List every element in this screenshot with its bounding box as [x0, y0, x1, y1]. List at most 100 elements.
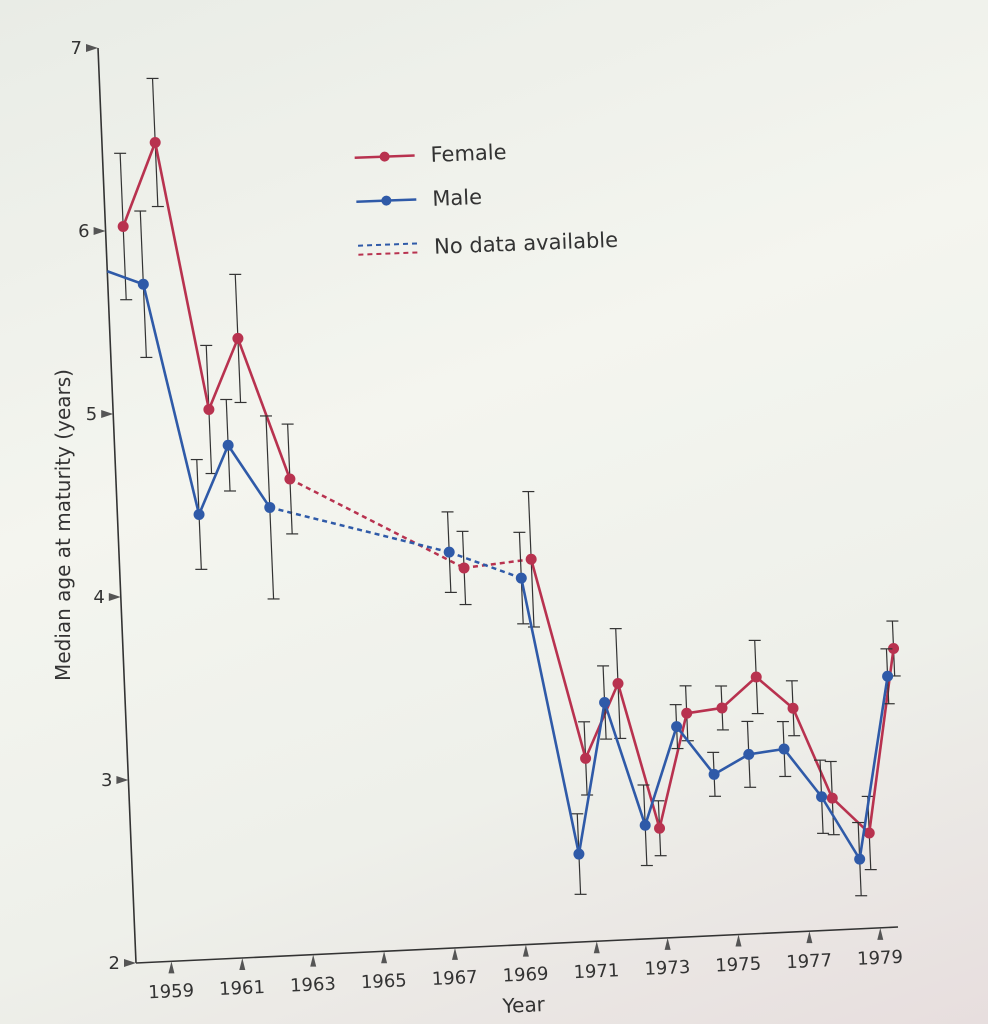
male-line-segment: [713, 753, 750, 776]
y-axis-line: [97, 47, 137, 964]
x-tick-label: 1971: [573, 960, 620, 983]
male-data-point: [854, 853, 866, 865]
female-data-point: [580, 752, 592, 764]
male-data-point: [671, 721, 683, 733]
legend-nodata-line-blue: [358, 242, 419, 247]
x-tick-label: 1961: [219, 977, 266, 1000]
no-data-line: [289, 477, 465, 570]
male-line-segment: [748, 747, 785, 756]
male-line-segment: [520, 577, 581, 855]
male-line-segment: [675, 725, 716, 776]
y-tick-mark: [101, 410, 114, 418]
male-line-segment: [227, 444, 271, 509]
female-data-point: [149, 136, 161, 148]
x-tick-mark: [877, 927, 884, 940]
female-data-point: [458, 562, 470, 574]
y-tick-mark: [86, 44, 98, 52]
male-data-point: [515, 572, 527, 584]
x-tick-mark: [239, 957, 246, 970]
y-tick-label: 5: [86, 404, 97, 425]
female-data-point: [117, 221, 129, 233]
female-data-point: [612, 678, 624, 690]
female-data-point: [203, 403, 215, 415]
y-tick-label: 2: [109, 953, 120, 974]
male-data-point: [573, 848, 585, 860]
x-tick-mark: [735, 934, 742, 947]
legend-nodata-line-red: [358, 251, 419, 256]
female-line-segment: [791, 707, 834, 799]
male-data-point: [193, 508, 205, 520]
female-data-point: [232, 332, 244, 344]
x-tick-label: 1977: [786, 950, 833, 973]
male-data-point: [743, 748, 755, 760]
male-data-point: [816, 791, 828, 803]
series-male: [106, 210, 895, 897]
x-tick-mark: [310, 954, 317, 967]
male-line-segment: [603, 702, 647, 826]
male-data-point: [708, 768, 720, 780]
female-data-point: [525, 553, 537, 565]
male-line-segment: [106, 270, 144, 286]
x-tick-label: 1967: [431, 967, 478, 990]
female-line-segment: [153, 142, 211, 410]
female-line-segment: [236, 337, 292, 480]
y-tick-mark: [108, 593, 121, 601]
x-tick-label: 1959: [148, 980, 195, 1003]
no-data-line: [269, 506, 450, 554]
x-tick-mark: [451, 947, 458, 960]
y-axis-title: Median age at maturity (years): [51, 369, 75, 681]
x-axis-line: [135, 926, 899, 964]
series-layer: [106, 77, 901, 897]
no-data-line: [448, 550, 522, 580]
female-data-point: [787, 702, 799, 714]
male-line-segment: [820, 796, 861, 860]
male-data-point: [599, 696, 611, 708]
male-data-point: [778, 743, 790, 755]
female-data-point: [284, 473, 296, 485]
y-tick-label: 7: [71, 38, 82, 59]
series-female: [114, 77, 901, 871]
y-tick-label: 4: [93, 587, 104, 608]
female-line-segment: [121, 142, 157, 227]
x-tick-mark: [806, 931, 813, 944]
female-line-segment: [721, 676, 758, 709]
female-data-point: [863, 827, 875, 839]
female-line-segment: [207, 337, 240, 410]
y-tick-mark: [116, 776, 129, 784]
female-line-segment: [755, 676, 794, 710]
female-data-point: [826, 792, 838, 804]
male-data-point: [639, 819, 651, 831]
legend-male-label: Male: [432, 185, 483, 211]
male-line-segment: [643, 726, 678, 826]
male-data-point: [222, 439, 234, 451]
male-data-point: [137, 278, 149, 290]
legend-female-marker: [379, 151, 390, 162]
female-data-point: [681, 707, 693, 719]
male-line-segment: [142, 283, 201, 515]
legend-nodata-label: No data available: [434, 228, 619, 259]
female-data-point: [716, 702, 728, 714]
x-tick-mark: [593, 941, 600, 954]
female-data-point: [654, 822, 666, 834]
male-data-point: [264, 501, 276, 513]
male-line-segment: [197, 444, 230, 515]
x-axis-title: Year: [501, 992, 546, 1018]
female-line-segment: [831, 797, 871, 834]
x-ticks: 1959 1961 1963 1965 1967 1969 1971 1973 1975 1977…: [148, 927, 904, 1003]
male-line-segment: [783, 748, 823, 798]
x-tick-label: 1979: [857, 947, 904, 970]
x-tick-mark: [522, 944, 529, 957]
axes: [97, 47, 899, 964]
female-data-point: [750, 671, 762, 683]
legend: Female Male No data available: [354, 140, 619, 259]
male-line-segment: [858, 676, 889, 860]
y-tick-mark: [124, 959, 136, 967]
x-tick-label: 1963: [290, 974, 337, 997]
male-data-point: [443, 546, 455, 558]
y-ticks: 2 3 4 5 6 7: [71, 38, 136, 974]
male-data-point: [882, 670, 894, 682]
x-tick-mark: [168, 961, 175, 974]
no-data-lines: [269, 477, 532, 580]
x-tick-label: 1969: [502, 964, 549, 987]
